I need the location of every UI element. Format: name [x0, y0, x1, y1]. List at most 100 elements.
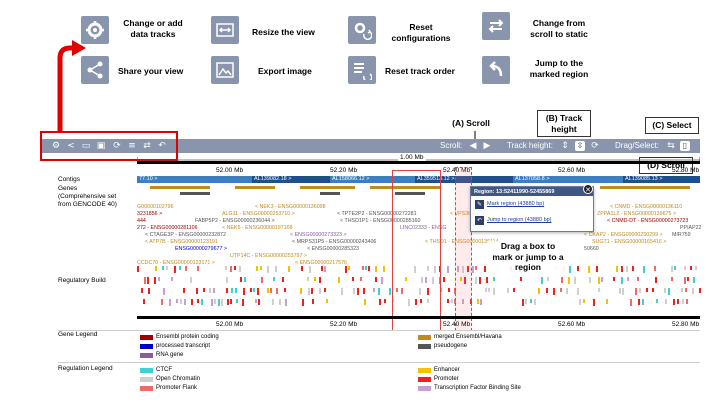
popup-jump-region-link[interactable]: Jump to region (43880 bp)	[487, 217, 552, 223]
gene-label[interactable]: < MRPS31P5 - ENSG00000243406	[292, 239, 377, 245]
toolbar-share-icon[interactable]: <	[67, 141, 75, 151]
regulatory-feature	[368, 266, 370, 271]
gene-label[interactable]: < ENSG00000285323	[307, 246, 359, 252]
gene-label[interactable]: < CTAGE3P - ENSG00000232872	[145, 232, 226, 238]
gene-label[interactable]: < NEK3 - ENSG00000136098	[255, 204, 326, 210]
regulatory-feature	[626, 266, 628, 272]
gene-bar[interactable]	[370, 186, 440, 189]
gene-bar[interactable]	[235, 186, 275, 189]
gene-label[interactable]: < THSD1 - ENSG00000136114	[425, 239, 499, 245]
regulatory-feature	[598, 288, 600, 292]
gene-bar[interactable]	[395, 192, 425, 195]
ruler-tick-top: 52.80 Mb	[672, 167, 700, 174]
gene-label[interactable]: 444	[137, 218, 146, 224]
regulatory-feature	[637, 277, 639, 281]
toolbar-gear-icon[interactable]: ⚙	[51, 141, 61, 151]
gene-label[interactable]: FABP5P2 - ENSG00000236044 >	[195, 218, 275, 224]
regulatory-feature	[568, 277, 570, 284]
gene-label[interactable]: < TPTE2P2 - ENSG00000272281	[337, 211, 417, 217]
gene-label[interactable]: ALG11 - ENSG00000253710 >	[222, 211, 295, 217]
track-height-expand-icon[interactable]: ⇳	[575, 141, 585, 151]
gene-label[interactable]: LINC02333 - ENSG	[400, 225, 447, 231]
drag-selection-box[interactable]	[392, 170, 441, 331]
regulatory-feature	[225, 266, 227, 270]
gene-bar[interactable]	[600, 186, 690, 189]
contig-bar[interactable]: AL139085.13 >	[623, 176, 700, 183]
gene-label[interactable]: G00000102796	[137, 204, 174, 210]
toolbar-reset-order-icon[interactable]: ≡	[128, 141, 136, 151]
track-height-collapse-icon[interactable]: ⇕	[561, 141, 569, 151]
regulatory-feature	[632, 266, 634, 271]
regulatory-feature	[638, 299, 640, 305]
regulatory-feature	[389, 288, 391, 295]
regulatory-feature	[197, 266, 199, 271]
gene-bar[interactable]	[320, 192, 340, 195]
ruler-tick-bottom: 52.40 Mb	[443, 321, 471, 328]
toolbar-swap-icon[interactable]: ⇄	[143, 141, 151, 151]
regulatory-feature	[162, 266, 164, 270]
gene-bar[interactable]	[180, 192, 210, 195]
regulatory-feature	[282, 277, 284, 282]
toolbar-image-icon[interactable]: ▣	[96, 141, 106, 151]
contig-bar[interactable]: AL158066.12 >	[330, 176, 415, 183]
regulation-legend-label: Regulation Legend	[58, 365, 113, 372]
gene-label[interactable]: < ATP7B - ENSG00000123191	[145, 239, 218, 245]
regulatory-feature	[158, 277, 160, 281]
gene-bar[interactable]	[150, 186, 210, 189]
regulatory-feature	[684, 266, 686, 270]
regulatory-feature	[601, 277, 603, 282]
gene-label[interactable]: MIR759	[672, 232, 691, 238]
gene-label[interactable]: ZPPA1L2 - ENSG00000139675 >	[597, 211, 676, 217]
gene-label[interactable]: 3231856 >	[137, 211, 163, 217]
gene-label[interactable]: UTP14C - ENSG00000253797 >	[230, 253, 307, 259]
gene-label[interactable]: < CNMD-DT - ENSG00000273723	[607, 218, 689, 224]
scroll-left-icon[interactable]: ◀	[469, 141, 477, 151]
regulatory-feature	[684, 277, 686, 284]
gene-label[interactable]: 272 - ENSG00000281106	[137, 225, 198, 231]
gene-label[interactable]: < NEK5 - ENSG00000197168	[222, 225, 293, 231]
contig-bar[interactable]: AL359513.12 >	[415, 176, 513, 183]
regulatory-feature	[477, 299, 479, 304]
regulatory-feature	[665, 299, 667, 304]
toolbar-resize-icon[interactable]: ▭	[81, 141, 91, 151]
scroll-label: Scroll:	[440, 141, 463, 150]
regulatory-feature	[693, 277, 695, 283]
legend-swatch	[140, 386, 153, 391]
regulatory-feature	[677, 299, 679, 304]
regulatory-feature	[319, 277, 321, 283]
contig-bar[interactable]: AL137058.8 >	[513, 176, 623, 183]
gene-label[interactable]: ENSG00000279677 >	[175, 246, 227, 252]
contig-bar[interactable]: 77.10 >	[137, 176, 252, 183]
legend-swatch	[418, 344, 431, 349]
legend-item: Open Chromatin	[156, 376, 201, 382]
gene-label[interactable]: < CNMD - ENSG00000136110	[610, 204, 683, 210]
contig-bar[interactable]: AL139082.18 >	[252, 176, 330, 183]
regulatory-feature	[314, 277, 316, 281]
legend-reset-config-label: Reset configurations	[391, 22, 451, 43]
drag-mode-icon[interactable]: ⇆	[667, 141, 675, 151]
gene-label[interactable]: < CKAP2 - ENSG00000250299 >	[584, 232, 663, 238]
select-mode-icon[interactable]: ▯	[680, 141, 690, 151]
popup-mark-region-link[interactable]: Mark region (43880 bp)	[487, 201, 545, 207]
gene-label[interactable]: 50660	[584, 246, 599, 252]
gene-label[interactable]: < THSD1P1 - ENSG00000285160	[340, 218, 421, 224]
resize-icon	[211, 16, 239, 44]
legend-resize-label: Resize the view	[252, 27, 315, 37]
scroll-right-icon[interactable]: ▶	[483, 141, 491, 151]
gene-label[interactable]: CCDC70 - ENSG00000123171 >	[137, 260, 215, 266]
track-height-reset-icon[interactable]: ⟳	[591, 141, 599, 151]
popup-close-icon[interactable]: ✕	[583, 184, 593, 194]
gene-label[interactable]: < VPS36 -	[450, 211, 475, 217]
toolbar-jump-icon[interactable]: ↶	[158, 141, 166, 151]
gene-label[interactable]: < ENSG00000217576	[295, 260, 347, 266]
gene-label[interactable]: < ENSG00000273323 >	[290, 232, 347, 238]
regulatory-feature	[451, 299, 453, 303]
regulatory-feature	[538, 288, 540, 294]
toolbar-reset-config-icon[interactable]: ⟳	[113, 141, 121, 151]
gene-label[interactable]: PPIAP22	[680, 225, 702, 231]
legend-swatch	[418, 368, 431, 373]
regulatory-feature	[169, 299, 171, 306]
gene-label[interactable]: SUGT1 - ENSG00000165416 >	[592, 239, 667, 245]
regulatory-feature	[686, 299, 688, 304]
gene-bar[interactable]	[300, 186, 355, 189]
